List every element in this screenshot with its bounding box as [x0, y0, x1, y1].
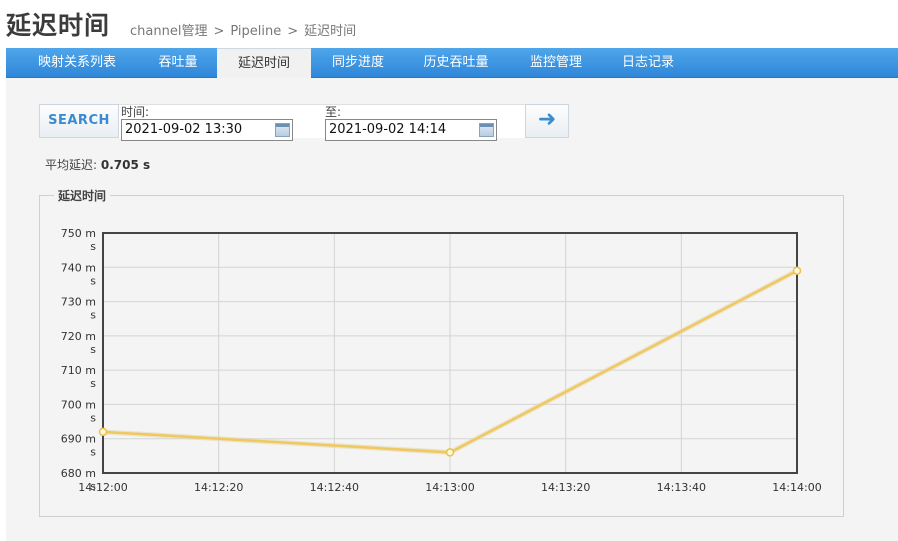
chart-panel-legend: 延迟时间	[54, 187, 111, 204]
header: 延迟时间 channel管理 > Pipeline > 延迟时间	[0, 0, 898, 48]
tab-delay-time[interactable]: 延迟时间	[217, 48, 311, 78]
x-tick-label: 14:14:00	[772, 481, 821, 494]
from-label: 时间:	[121, 105, 150, 119]
from-field-group: 时间: 2021-09-02 13:30	[119, 104, 323, 141]
tab-history-throughput[interactable]: 历史吞吐量	[423, 55, 489, 70]
breadcrumb-item-pipeline[interactable]: Pipeline	[230, 24, 282, 39]
search-bar: SEARCH 时间: 2021-09-02 13:30 至: 2021-09-0…	[39, 104, 569, 141]
x-tick-label: 14:12:00	[78, 481, 127, 494]
data-point	[445, 448, 455, 457]
arrow-right-icon: ➜	[537, 107, 557, 132]
tab-mapping-list[interactable]: 映射关系列表	[37, 55, 116, 70]
to-label: 至:	[325, 105, 342, 119]
from-date-value: 2021-09-02 13:30	[125, 122, 243, 137]
breadcrumb-separator: >	[213, 24, 225, 39]
tab-sync-progress[interactable]: 同步进度	[331, 55, 384, 70]
page-title: 延迟时间	[6, 11, 111, 40]
x-tick-label: 14:13:00	[425, 481, 474, 494]
breadcrumb-item-current: 延迟时间	[304, 24, 357, 39]
x-tick-label: 14:13:20	[541, 481, 590, 494]
breadcrumb-item-channel[interactable]: channel管理	[130, 24, 208, 39]
search-label: SEARCH	[39, 104, 119, 138]
data-point	[792, 266, 802, 275]
to-date-value: 2021-09-02 14:14	[329, 122, 447, 137]
x-tick-label: 14:13:40	[657, 481, 706, 494]
average-delay-label: 平均延迟:	[45, 158, 98, 172]
x-tick-label: 14:12:40	[310, 481, 359, 494]
breadcrumb: channel管理 > Pipeline > 延迟时间	[130, 20, 356, 39]
tab-throughput[interactable]: 吞吐量	[158, 55, 198, 70]
delay-line-chart: 14:12:00 14:12:20 14:12:40 14:13:00 14:13:20…	[61, 227, 822, 494]
calendar-icon[interactable]	[275, 123, 290, 137]
breadcrumb-separator: >	[287, 24, 299, 39]
plot-border	[102, 232, 798, 474]
average-delay-value: 0.705 s	[100, 158, 151, 172]
tab-logs[interactable]: 日志记录	[621, 55, 674, 70]
calendar-icon[interactable]	[479, 123, 494, 137]
to-date-input[interactable]: 2021-09-02 14:14	[325, 119, 497, 141]
x-tick-label: 14:12:20	[194, 481, 243, 494]
tab-monitoring[interactable]: 监控管理	[529, 55, 582, 70]
main-content: SEARCH 时间: 2021-09-02 13:30 至: 2021-09-0…	[6, 78, 898, 541]
delay-chart-panel: 延迟时间 14:12:00 14:12:20 14:12:40 14:13:00 14:…	[39, 187, 844, 517]
main-nav: 映射关系列表 吞吐量 延迟时间 同步进度 历史吞吐量 监控管理 日志记录	[6, 48, 898, 78]
from-date-input[interactable]: 2021-09-02 13:30	[121, 119, 293, 141]
data-point	[98, 427, 108, 437]
search-go-button[interactable]: ➜	[525, 104, 569, 138]
average-delay: 平均延迟: 0.705 s	[45, 156, 150, 173]
to-field-group: 至: 2021-09-02 14:14	[323, 104, 525, 141]
